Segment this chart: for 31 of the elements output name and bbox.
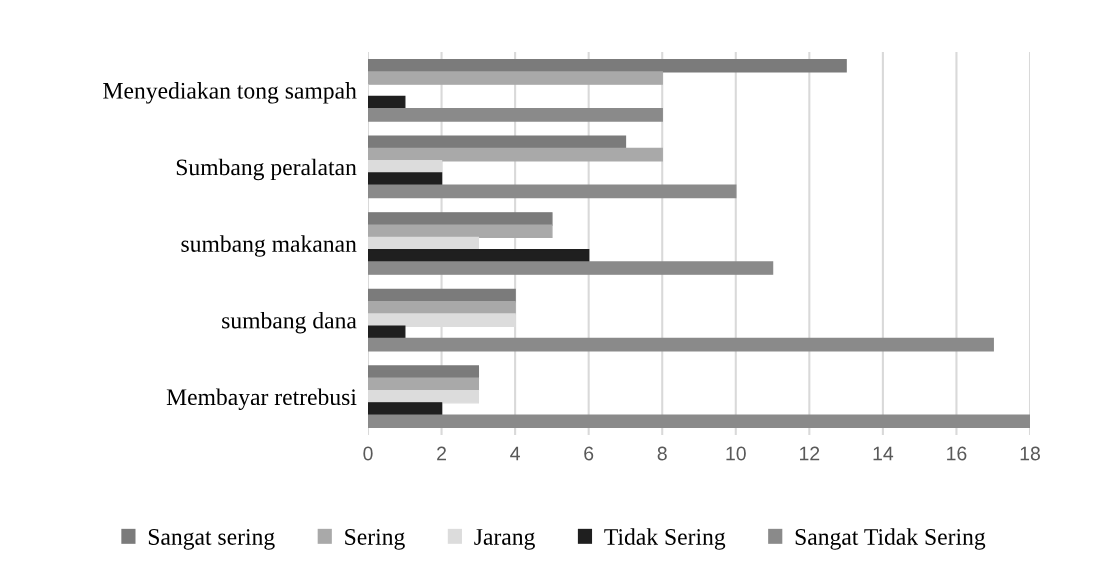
x-tick-label: 10 [726,446,746,461]
y-tick-label: sumbang dana [222,311,357,334]
bar [368,172,443,186]
legend-label: Tidak Sering [604,528,726,550]
y-tick-label: Membayar retrebusi [166,388,357,410]
legend-label: Jarang [474,529,535,550]
bar [368,414,1030,429]
x-tick-label: 2 [437,446,446,461]
x-tick-label: 8 [657,446,667,461]
bar [368,58,847,73]
bar [368,261,774,275]
x-tick-label: 18 [1020,446,1040,461]
legend-label: Sangat sering [148,529,275,550]
bar [368,147,663,162]
y-tick-label: Sumbang peralatan [176,158,357,181]
bar [368,71,663,85]
x-tick-label: 12 [800,446,820,461]
y-tick-label: sumbang makanan [181,235,357,257]
bar [368,365,480,380]
bar [368,224,553,239]
x-tick-label: 0 [363,446,373,461]
x-tick-label: 6 [584,446,594,461]
bar [368,337,994,352]
bar [368,184,737,199]
legend-label: Sering [345,529,405,550]
y-tick-label: Menyediakan tong sampah [103,82,357,104]
x-tick-label: 14 [873,446,894,461]
legend-label: Sangat Tidak Sering [795,528,986,550]
bar [368,107,663,122]
x-tick-label: 4 [510,446,520,461]
x-tick-label: 16 [947,446,967,461]
